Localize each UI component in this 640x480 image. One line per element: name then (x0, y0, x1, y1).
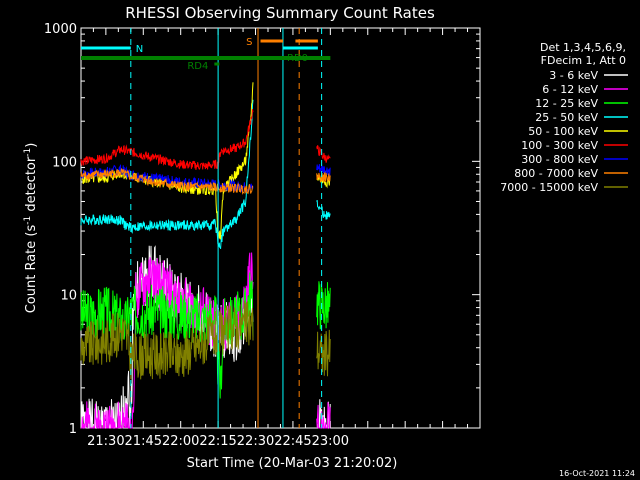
series-line-7 (80, 163, 331, 194)
legend-label-2: 6 - 12 keV (542, 83, 598, 96)
x-tick-label: 23:00 (312, 434, 349, 449)
y-tick-label: 1000 (44, 22, 77, 37)
flag-label-n: N (136, 44, 143, 55)
flag-label-s: S (246, 37, 252, 48)
series-line-4 (80, 99, 331, 250)
x-tick-label: 21:30 (87, 434, 124, 449)
x-tick-label: 22:45 (274, 434, 311, 449)
legend-label-4: 25 - 50 keV (535, 111, 598, 124)
y-axis-label: Count Rate (s-1 detector-1) (23, 143, 39, 314)
render-timestamp: 16-Oct-2021 11:24 (559, 469, 635, 478)
series-line-8 (80, 167, 331, 196)
legend-label-7: 300 - 800 keV (521, 153, 598, 166)
flag-label-rd4: RD4 (187, 61, 208, 72)
legend-label-8: 800 - 7000 keV (514, 167, 598, 180)
legend-label-9: 7000 - 15000 keV (500, 181, 598, 194)
series-line-9 (80, 300, 331, 380)
legend-label-3: 12 - 25 keV (535, 97, 598, 110)
legend-label-6: 100 - 300 keV (521, 139, 598, 152)
x-tick-label: 21:45 (125, 434, 162, 449)
series-line-6 (80, 109, 331, 170)
x-tick-label: 22:00 (162, 434, 199, 449)
series-line-5 (80, 82, 331, 240)
y-tick-label: 100 (52, 155, 77, 170)
x-tick-label: 22:15 (199, 434, 236, 449)
x-tick-label: 22:30 (237, 434, 274, 449)
flag-label-rd0: RD0 (287, 53, 308, 64)
chart-title: RHESSI Observing Summary Count Rates (125, 4, 435, 22)
y-tick-label: 1 (69, 422, 77, 437)
x-axis-label: Start Time (20-Mar-03 21:20:02) (187, 456, 398, 471)
legend-header-line1: Det 1,3,4,5,6,9, (540, 41, 626, 54)
legend-header-line2: FDecim 1, Att 0 (541, 54, 626, 67)
legend-label-1: 3 - 6 keV (549, 69, 598, 82)
legend-label-5: 50 - 100 keV (528, 125, 598, 138)
y-tick-label: 10 (60, 289, 77, 304)
